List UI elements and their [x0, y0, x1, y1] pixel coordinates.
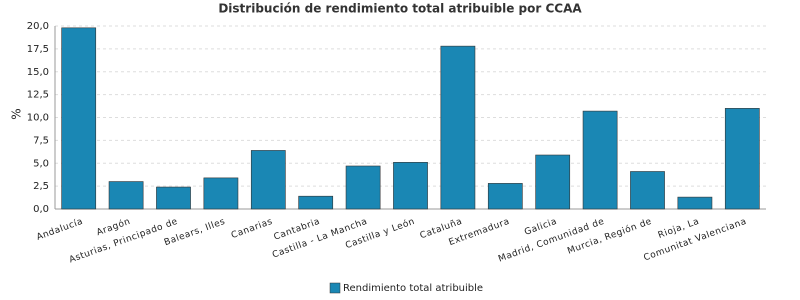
bar: [203, 177, 239, 210]
y-tick-label: 5,0: [33, 158, 49, 169]
y-tick-label: 7,5: [33, 135, 49, 146]
bar: [108, 181, 144, 210]
chart-title: Distribución de rendimiento total atribu…: [218, 2, 582, 16]
bar: [582, 110, 618, 210]
bar: [724, 108, 760, 210]
bar: [250, 150, 286, 210]
y-tick-label: 17,5: [27, 44, 49, 55]
y-tick-label: 2,5: [33, 181, 49, 192]
bar: [156, 186, 191, 210]
bar: [487, 183, 523, 210]
y-axis-label: %: [10, 108, 24, 119]
legend-swatch: [329, 282, 341, 294]
bar: [440, 45, 476, 210]
y-tick-label: 12,5: [27, 90, 49, 101]
bar: [298, 195, 334, 210]
bar: [393, 162, 428, 210]
bar: [535, 154, 571, 210]
x-tick-label: Canarias: [230, 217, 274, 241]
bar: [630, 171, 665, 210]
y-tick-label: 0,0: [33, 204, 49, 215]
y-tick-label: 20,0: [27, 21, 49, 32]
bar: [345, 165, 381, 210]
legend-label: Rendimiento total atribuible: [343, 283, 483, 294]
y-tick-label: 15,0: [27, 67, 49, 78]
x-tick-label: Andalucía: [35, 217, 84, 243]
bar: [677, 196, 713, 210]
bar: [61, 27, 97, 210]
y-tick-label: 10,0: [27, 113, 49, 124]
x-tick-label: Murcia, Región de: [566, 216, 653, 257]
